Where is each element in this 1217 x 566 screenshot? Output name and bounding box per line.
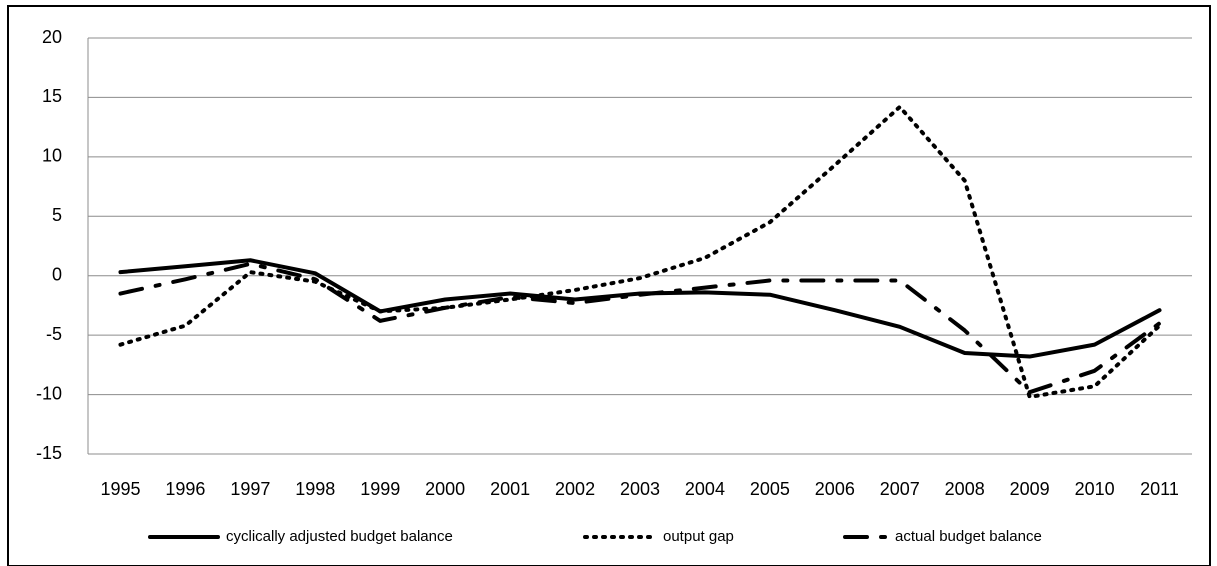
y-tick-label: 20 [42,27,62,47]
x-tick-label: 2002 [555,479,595,499]
y-tick-label: -15 [36,443,62,463]
y-tick-label: 15 [42,86,62,106]
legend-label: actual budget balance [895,528,1042,545]
x-tick-label: 2007 [880,479,920,499]
x-tick-label: 1998 [295,479,335,499]
series-line [118,261,1162,395]
y-tick-label: -5 [46,324,62,344]
y-tick-label: 5 [52,205,62,225]
x-tick-label: 2009 [1010,479,1050,499]
x-tick-label: 1996 [165,479,205,499]
x-tick-label: 1995 [100,479,140,499]
x-tick-label: 2005 [750,479,790,499]
x-tick-label: 2006 [815,479,855,499]
x-tick-label: 2011 [1140,479,1179,499]
y-tick-label: -10 [36,383,62,403]
x-tick-label: 1999 [360,479,400,499]
x-tick-label: 1997 [230,479,270,499]
legend-label: output gap [663,528,734,545]
series-line [118,104,1162,399]
legend-label: cyclically adjusted budget balance [226,528,453,545]
x-tick-label: 2008 [945,479,985,499]
frame [7,5,1211,566]
x-tick-label: 2003 [620,479,660,499]
y-tick-label: 10 [42,146,62,166]
x-tick-label: 2010 [1075,479,1115,499]
x-tick-label: 2004 [685,479,725,499]
x-tick-label: 2001 [490,479,530,499]
x-tick-label: 2000 [425,479,465,499]
y-tick-label: 0 [52,264,62,284]
